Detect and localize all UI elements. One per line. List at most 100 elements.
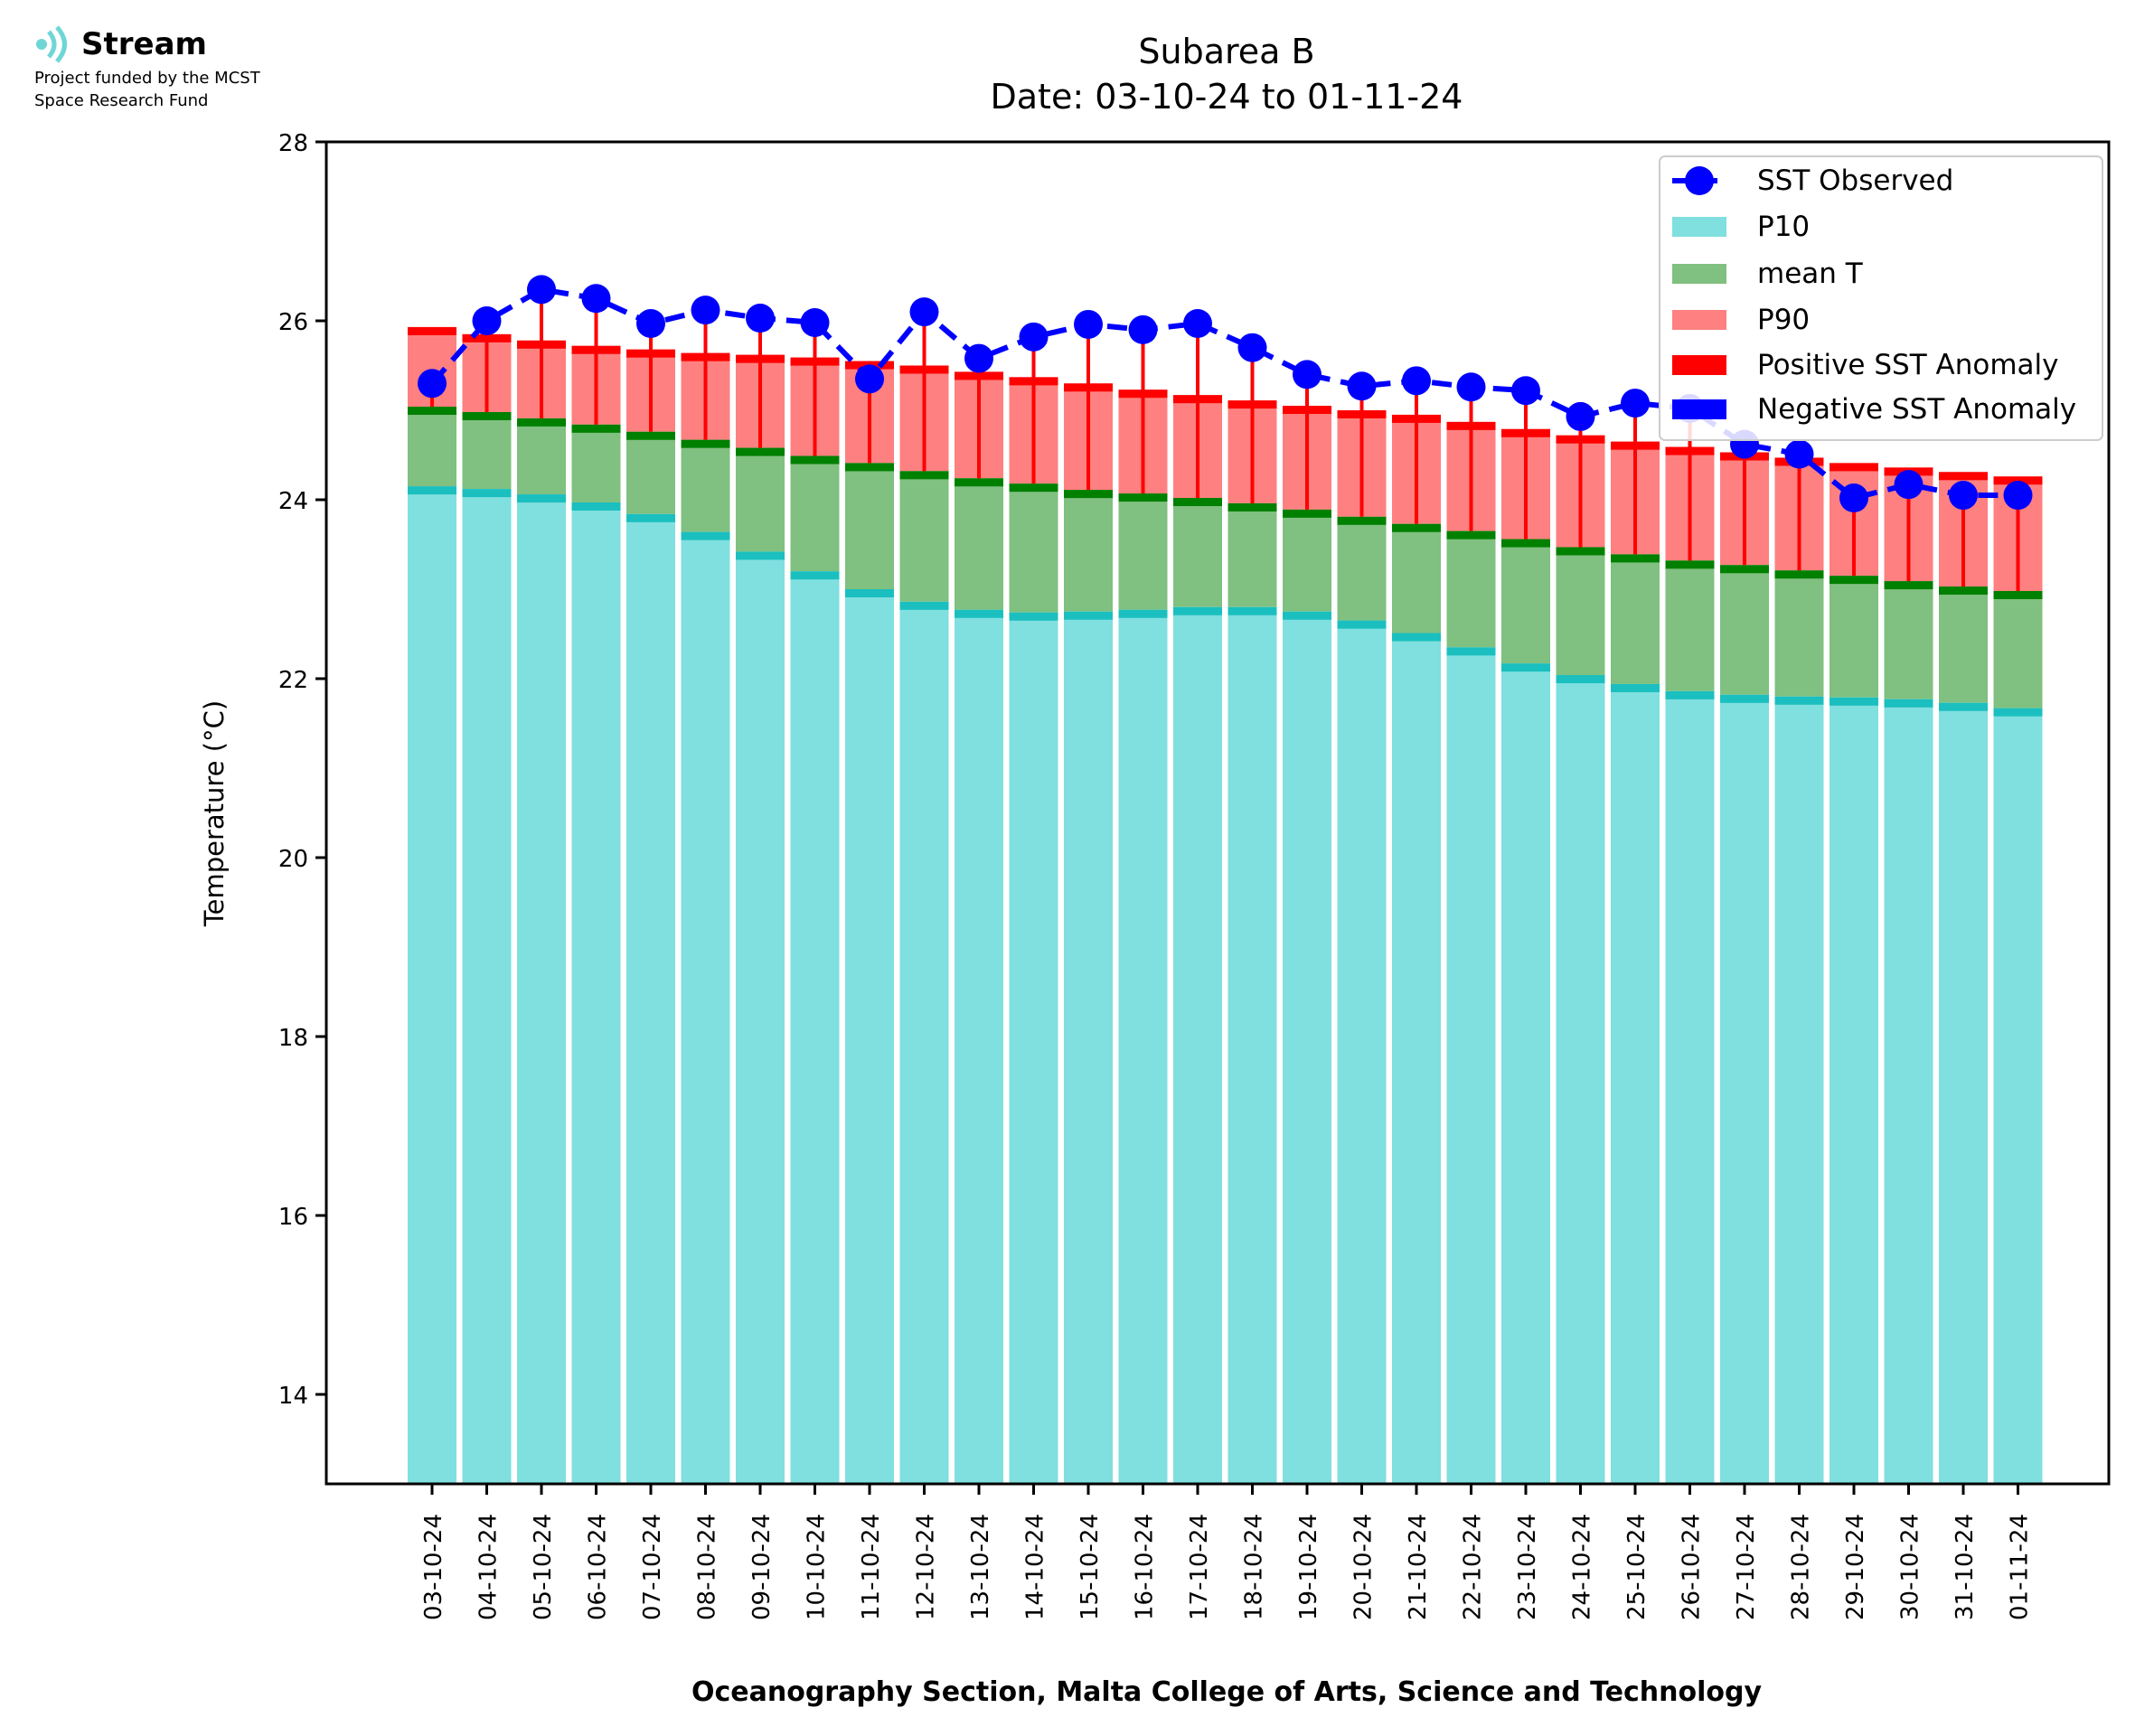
x-tick-label: 28-10-24 — [1788, 1514, 1815, 1620]
p10-edge — [845, 589, 894, 597]
legend-label: Negative SST Anomaly — [1757, 393, 2076, 426]
x-tick-label: 23-10-24 — [1514, 1514, 1541, 1620]
legend-swatch-positive-anomaly — [1672, 355, 1726, 375]
p10-bar — [1283, 611, 1331, 1484]
mean-bar — [1939, 586, 1988, 703]
p10-edge — [1501, 663, 1550, 672]
legend-label: SST Observed — [1757, 164, 1953, 197]
p10-bar — [1173, 606, 1222, 1484]
x-tick-label: 17-10-24 — [1186, 1514, 1213, 1620]
p10-edge — [736, 551, 785, 560]
p10-bar — [571, 502, 621, 1484]
sst-observed-point — [1566, 401, 1595, 431]
sst-observed-point — [527, 275, 556, 305]
sst-observed-point — [2003, 481, 2033, 511]
sst-observed-point — [1128, 314, 1158, 344]
stream-logo: Stream Project funded by the MCST Space … — [34, 23, 260, 110]
p10-edge — [1173, 606, 1222, 615]
p10-bar — [1064, 611, 1113, 1484]
mean-edge — [1556, 547, 1605, 556]
mean-edge — [626, 431, 675, 440]
mean-edge — [845, 463, 894, 472]
x-tick-label: 30-10-24 — [1897, 1514, 1924, 1620]
p90-edge — [408, 326, 456, 335]
p90-edge — [1993, 476, 2043, 485]
mean-edge — [1392, 523, 1441, 532]
p10-edge — [1064, 611, 1113, 620]
y-tick-label: 14 — [278, 1383, 308, 1410]
p10-edge — [1611, 683, 1660, 692]
mean-bar — [571, 424, 621, 502]
mean-edge — [517, 418, 566, 427]
x-tick-label: 15-10-24 — [1077, 1514, 1104, 1620]
mean-edge — [1446, 530, 1496, 540]
mean-edge — [1774, 570, 1824, 579]
y-tick-label: 28 — [278, 130, 308, 157]
mean-bar — [1665, 560, 1715, 691]
p10-edge — [1446, 647, 1496, 656]
x-tick-label: 21-10-24 — [1405, 1514, 1432, 1620]
sst-observed-point — [1839, 483, 1868, 513]
mean-bar — [1173, 498, 1222, 607]
sst-observed-point — [1456, 372, 1486, 402]
legend-swatch-p10 — [1672, 217, 1726, 237]
sst-observed-point — [1894, 470, 1924, 500]
x-tick-label: 01-11-24 — [2007, 1514, 2034, 1620]
p10-bar — [1829, 697, 1878, 1484]
anomaly-lines-layer — [430, 289, 2020, 591]
mean-bar — [1611, 554, 1660, 684]
y-tick-label: 16 — [278, 1204, 308, 1231]
sst-observed-point — [746, 304, 775, 333]
p10-edge — [462, 489, 512, 498]
x-tick-label: 20-10-24 — [1350, 1514, 1378, 1620]
mean-bar — [1720, 565, 1769, 695]
x-tick-label: 31-10-24 — [1952, 1514, 1979, 1620]
mean-edge — [571, 424, 621, 433]
sst-observed-point — [581, 284, 611, 314]
legend-swatch-mean-t — [1672, 264, 1726, 284]
y-tick-label: 24 — [278, 488, 308, 515]
mean-bar — [1009, 483, 1058, 613]
p10-edge — [517, 494, 566, 503]
mean-edge — [1939, 586, 1988, 596]
sst-observed-layer — [418, 275, 2033, 513]
p90-edge — [1939, 472, 1988, 481]
y-tick-label: 22 — [278, 667, 308, 694]
sst-observed-point — [418, 369, 447, 399]
mean-bar — [1884, 581, 1933, 699]
x-axis: 03-10-24 04-10-24 05-10-24 06-10-24 07-10-24… — [420, 1484, 2034, 1620]
legend-box — [1659, 155, 2103, 441]
mean-edge — [899, 471, 949, 480]
chart-subtitle: Date: 03-10-24 to 01-11-24 — [991, 77, 1463, 117]
p10-bar — [1556, 675, 1605, 1484]
mean-edge — [790, 455, 840, 464]
sst-observed-point — [1511, 376, 1540, 406]
mean-edge — [1009, 483, 1058, 493]
x-tick-label: 11-10-24 — [858, 1514, 885, 1620]
p10-bar — [955, 609, 1003, 1484]
p90-edge — [1829, 463, 1878, 472]
mean-bar — [517, 418, 566, 495]
mean-bar — [1556, 547, 1605, 676]
legend-label: Positive SST Anomaly — [1757, 349, 2058, 381]
x-tick-label: 13-10-24 — [967, 1514, 994, 1620]
p10-edge — [1829, 697, 1878, 706]
mean-edge — [1227, 502, 1277, 511]
x-tick-label: 22-10-24 — [1460, 1514, 1487, 1620]
p10-bar — [1611, 683, 1660, 1484]
legend-swatch-p90 — [1672, 310, 1726, 330]
p10-bar — [899, 601, 949, 1484]
p10-edge — [1283, 611, 1331, 620]
sst-observed-point — [1183, 308, 1212, 338]
sst-observed-point — [1019, 322, 1049, 352]
mean-bar — [1993, 590, 2043, 708]
sst-observed-point — [691, 296, 720, 325]
x-tick-label: 07-10-24 — [639, 1514, 666, 1620]
sst-observed-point — [1074, 309, 1103, 339]
p10-bar — [736, 551, 785, 1485]
mean-edge — [1173, 498, 1222, 507]
mean-bar — [1501, 539, 1550, 664]
p10-edge — [1009, 612, 1058, 621]
mean-edge — [1611, 554, 1660, 563]
y-axis-label: Temperature (°C) — [199, 700, 230, 927]
